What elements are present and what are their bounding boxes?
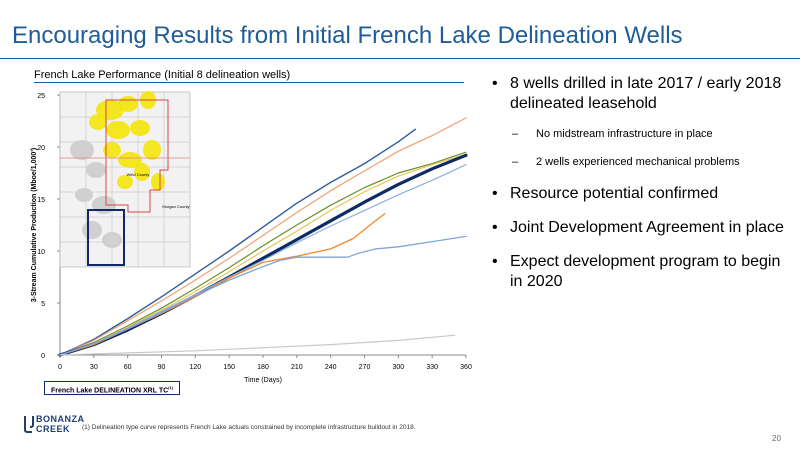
map-acreage-patch <box>143 140 161 160</box>
logo-icon <box>24 416 34 433</box>
map-label: Morgan County <box>162 204 189 209</box>
caption-underline <box>34 82 464 83</box>
series-line-6 <box>59 164 467 356</box>
x-tick-label: 0 <box>58 364 62 371</box>
type-curve-legend: French Lake DELINEATION XRL TC(1) <box>44 381 180 395</box>
x-tick-label: 240 <box>325 364 337 371</box>
series-line-2 <box>59 117 467 356</box>
chart-series <box>58 117 468 357</box>
x-tick-label: 300 <box>392 364 404 371</box>
x-tick-label: 90 <box>158 364 166 371</box>
x-tick-label: 60 <box>124 364 132 371</box>
x-tick-label: 30 <box>90 364 98 371</box>
x-tick-label: 360 <box>460 364 472 371</box>
company-logo: BONANZA CREEK <box>22 413 92 437</box>
inset-map: Weld County Morgan County <box>59 91 191 268</box>
y-tick-label: 20 <box>37 145 45 152</box>
map-lease-patch <box>102 232 122 248</box>
x-tick-label: 180 <box>257 364 269 371</box>
chart-caption: French Lake Performance (Initial 8 delin… <box>34 69 291 81</box>
map-acreage-patch <box>103 142 121 158</box>
series-line-3 <box>59 151 467 356</box>
series-line-4 <box>59 153 467 356</box>
map-acreage-patch <box>117 175 133 189</box>
type-curve-label: French Lake DELINEATION XRL TC <box>50 387 169 395</box>
map-label: Weld County <box>127 172 150 177</box>
y-tick-label: 25 <box>37 93 45 100</box>
y-tick-label: 15 <box>37 197 45 204</box>
series-line-1 <box>59 128 416 356</box>
logo-text: BONANZA CREEK <box>36 414 85 434</box>
series-line-9 <box>59 334 456 356</box>
map-delineation-box <box>87 209 125 266</box>
page-number: 20 <box>772 434 781 443</box>
footnote: (1) Delineation type curve represents Fr… <box>82 424 416 431</box>
map-acreage-patch <box>106 121 130 139</box>
y-tick-label: 10 <box>37 249 45 256</box>
map-acreage-patch <box>89 114 107 130</box>
map-boundary <box>105 99 169 213</box>
sub-bullet-item: 2 wells experienced mechanical problems <box>492 154 792 170</box>
x-tick-label: 120 <box>189 364 201 371</box>
bullet-item: Joint Development Agreement in place <box>492 218 792 238</box>
map-lease-patch <box>75 188 93 202</box>
slide-title: Encouraging Results from Initial French … <box>12 22 683 49</box>
series-line-8 <box>59 235 467 356</box>
sub-bullet-item: No midstream infrastructure in place <box>492 126 792 142</box>
map-lease-patch <box>86 162 106 178</box>
map-acreage-patch <box>151 173 165 191</box>
logo-line-2: CREEK <box>36 424 71 434</box>
logo-line-1: BONANZA <box>36 414 85 424</box>
map-acreage-patch <box>130 120 150 136</box>
series-line-5 <box>58 153 468 357</box>
y-axis-label: 3-Stream Cumulative Production (Mboe/1,0… <box>31 148 38 303</box>
bullet-item: Expect development program to begin in 2… <box>492 252 792 292</box>
map-acreage-patch <box>118 152 142 168</box>
map-acreage-patch <box>134 163 150 181</box>
x-tick-label: 270 <box>359 364 371 371</box>
title-underline <box>0 58 800 59</box>
x-tick-label: 330 <box>426 364 438 371</box>
map-acreage-patch <box>118 96 138 112</box>
bullet-list: 8 wells drilled in late 2017 / early 201… <box>492 74 792 292</box>
type-curve-footnote-marker: (1) <box>168 385 174 390</box>
map-acreage-patch <box>96 100 124 120</box>
y-tick-label: 0 <box>41 353 45 360</box>
bullet-item: Resource potential confirmed <box>492 184 792 204</box>
bullet-item: 8 wells drilled in late 2017 / early 201… <box>492 74 792 114</box>
map-lease-patch <box>70 140 94 160</box>
x-axis-label: Time (Days) <box>244 377 282 384</box>
x-tick-label: 150 <box>223 364 235 371</box>
y-tick-label: 5 <box>41 301 45 308</box>
map-lease-patch <box>82 221 102 239</box>
x-tick-label: 210 <box>291 364 303 371</box>
